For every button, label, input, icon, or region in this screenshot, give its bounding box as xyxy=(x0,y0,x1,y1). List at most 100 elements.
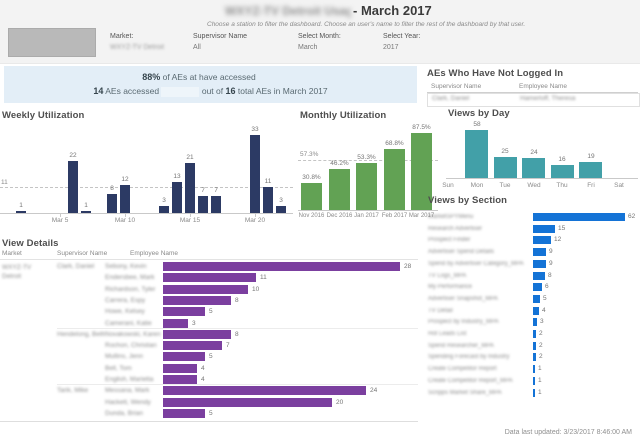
weekly-bar[interactable] xyxy=(263,187,273,213)
section-bar[interactable] xyxy=(533,389,535,397)
summary-line1: 88% of AEs at have accessed xyxy=(142,72,256,82)
view-details-bar-value: 28 xyxy=(404,263,412,270)
section-bar[interactable] xyxy=(533,248,546,256)
day-axis-label: Mon xyxy=(470,182,484,189)
view-details-employee: Camerani, Katie xyxy=(105,320,152,327)
supervisor-filter-value[interactable]: All xyxy=(193,44,201,51)
view-details-bar[interactable] xyxy=(163,364,197,373)
section-bar[interactable] xyxy=(533,342,536,350)
section-bar[interactable] xyxy=(533,272,545,280)
view-details-bar-value: 3 xyxy=(192,320,196,327)
month-filter-value[interactable]: March xyxy=(298,44,318,51)
section-bar-value: 3 xyxy=(540,318,544,325)
view-details-bar[interactable] xyxy=(163,273,256,282)
monthly-bar[interactable] xyxy=(329,169,350,210)
weekly-bar[interactable] xyxy=(68,161,78,213)
monthly-utilization-chart: Monthly Utilization 57.3% 30.8% Nov 2016 46… xyxy=(296,108,442,230)
view-details-employee: Messana, Mark xyxy=(105,387,150,394)
weekly-bar[interactable] xyxy=(250,135,260,213)
section-bar[interactable] xyxy=(533,213,625,221)
view-details-bar[interactable] xyxy=(163,352,205,361)
not-logged-in-employee: Hamerloff, Theresa xyxy=(520,95,576,102)
section-bar[interactable] xyxy=(533,260,546,268)
day-bar[interactable] xyxy=(522,158,545,178)
section-bar[interactable] xyxy=(533,365,535,373)
section-bar[interactable] xyxy=(533,236,551,244)
weekly-bar[interactable] xyxy=(16,211,26,213)
section-bar[interactable] xyxy=(533,307,539,315)
section-label: Create Competitor Report_MPA xyxy=(428,378,513,384)
view-details-group-divider xyxy=(57,328,418,329)
weekly-bar[interactable] xyxy=(211,196,221,213)
view-details-bar[interactable] xyxy=(163,307,205,316)
weekly-bar-value: 1 xyxy=(19,202,23,209)
monthly-axis-label: Feb 2017 xyxy=(381,213,408,219)
section-label: Spend by Advertiser Category_MPA xyxy=(428,261,524,267)
view-details-title: View Details xyxy=(2,238,59,249)
view-details-group-divider xyxy=(57,384,418,385)
views-by-day-title: Views by Day xyxy=(448,108,510,119)
monthly-axis-label: Mar 2017 xyxy=(408,213,435,219)
market-filter-label: Market: xyxy=(110,33,134,40)
day-bar[interactable] xyxy=(494,157,517,178)
section-bar-value: 2 xyxy=(539,342,543,349)
weekly-bar[interactable] xyxy=(198,196,208,213)
weekly-bar-value: 8 xyxy=(110,185,114,192)
weekly-bar[interactable] xyxy=(185,163,195,213)
weekly-bar[interactable] xyxy=(276,206,286,213)
weekly-bar-value: 7 xyxy=(214,187,218,194)
view-details-bar[interactable] xyxy=(163,409,205,418)
section-bar[interactable] xyxy=(533,283,542,291)
weekly-bar-value: 21 xyxy=(186,154,194,161)
monthly-bar[interactable] xyxy=(411,133,432,210)
view-details-bar[interactable] xyxy=(163,319,188,328)
year-filter-value[interactable]: 2017 xyxy=(383,44,399,51)
section-bar-value: 1 xyxy=(538,377,542,384)
section-bar[interactable] xyxy=(533,225,555,233)
monthly-axis-label: Dec 2016 xyxy=(326,213,353,219)
section-bar-value: 2 xyxy=(539,353,543,360)
day-bar[interactable] xyxy=(465,130,488,178)
view-details-bar[interactable] xyxy=(163,262,400,271)
view-details-bar[interactable] xyxy=(163,398,332,407)
monthly-utilization-title: Monthly Utilization xyxy=(300,110,387,121)
section-bar-value: 2 xyxy=(539,330,543,337)
section-label: TV Detail xyxy=(428,308,453,314)
weekly-bar[interactable] xyxy=(107,194,117,213)
monthly-bar-value: 87.5% xyxy=(412,124,431,131)
month-filter-label: Select Month: xyxy=(298,33,341,40)
weekly-bar-value: 3 xyxy=(162,197,166,204)
view-details-market: WXYZ-TV Detroit xyxy=(2,264,32,280)
view-details-bottom-rule xyxy=(0,421,418,422)
weekly-bar[interactable] xyxy=(159,206,169,213)
monthly-bar[interactable] xyxy=(356,163,377,210)
not-logged-in-title: AEs Who Have Not Logged In xyxy=(427,68,564,79)
weekly-bar-value: 11 xyxy=(264,178,272,185)
monthly-bar-value: 46.2% xyxy=(330,160,349,167)
section-bar[interactable] xyxy=(533,318,537,326)
section-bar[interactable] xyxy=(533,353,536,361)
market-filter-value[interactable]: WXYZ-TV Detroit xyxy=(110,44,165,51)
day-bar[interactable] xyxy=(579,162,602,178)
section-bar[interactable] xyxy=(533,295,540,303)
view-details-bar[interactable] xyxy=(163,375,197,384)
monthly-bar[interactable] xyxy=(384,149,405,210)
view-details-bar[interactable] xyxy=(163,341,222,350)
view-details-bar[interactable] xyxy=(163,285,248,294)
weekly-bar[interactable] xyxy=(172,182,182,213)
monthly-reference-label: 57.3% xyxy=(300,151,319,158)
day-bar-value: 25 xyxy=(501,148,509,155)
weekly-bar[interactable] xyxy=(81,211,91,213)
view-details-employee: Carrera, Espy xyxy=(105,297,146,304)
monthly-bar[interactable] xyxy=(301,183,322,210)
view-details-bar[interactable] xyxy=(163,330,231,339)
section-bar[interactable] xyxy=(533,330,536,338)
weekly-bar[interactable] xyxy=(120,185,130,213)
day-axis-label: Sat xyxy=(614,182,624,189)
view-details-bar[interactable] xyxy=(163,386,366,395)
day-bar[interactable] xyxy=(551,165,574,178)
view-details-bar[interactable] xyxy=(163,296,231,305)
section-bar[interactable] xyxy=(533,377,535,385)
view-details-bar-value: 4 xyxy=(201,365,205,372)
weekly-bar-value: 7 xyxy=(201,187,205,194)
